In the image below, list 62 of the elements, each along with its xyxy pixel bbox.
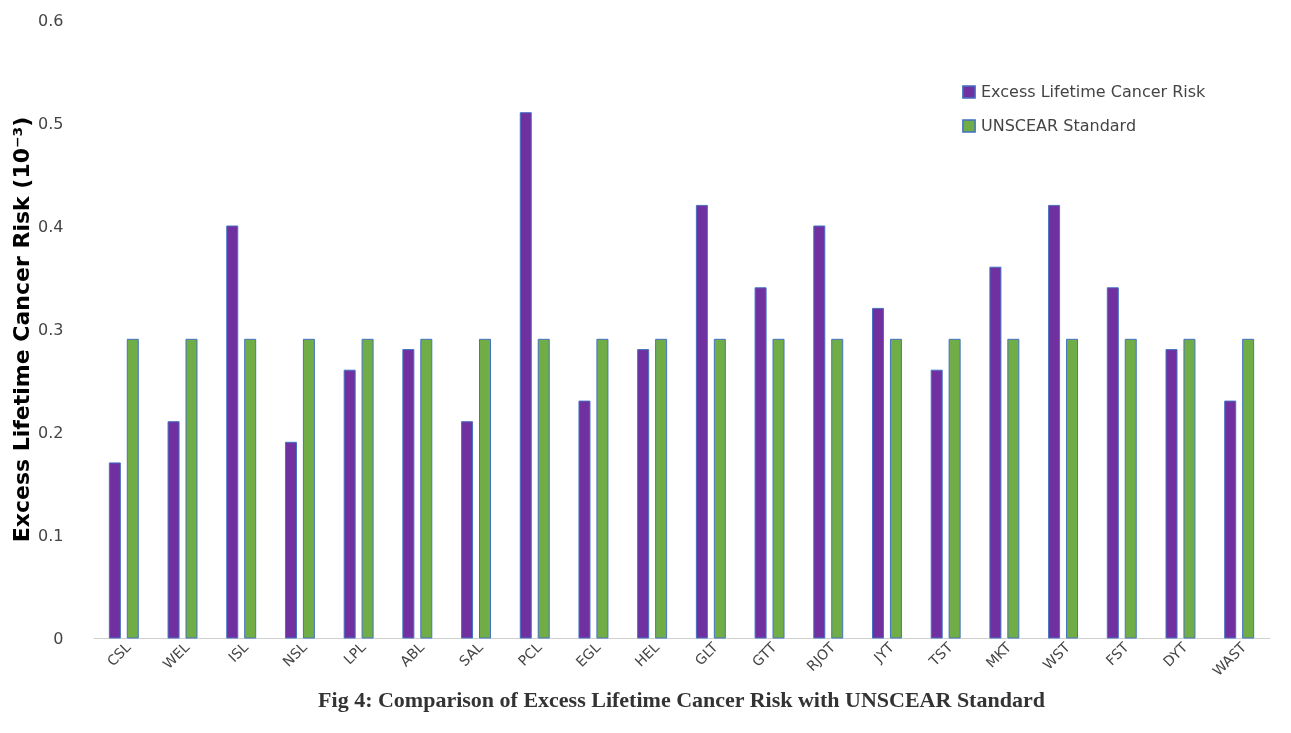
x-tick-label: TST <box>925 638 956 670</box>
bar <box>420 338 433 639</box>
bar <box>284 441 297 639</box>
bar <box>108 462 121 639</box>
bar <box>637 349 650 639</box>
bar <box>126 338 139 639</box>
bar <box>948 338 961 639</box>
y-tick-label: 0.2 <box>38 422 64 442</box>
bar <box>185 338 198 639</box>
y-tick-label: 0.4 <box>38 216 64 236</box>
bar <box>226 225 239 639</box>
bar <box>989 266 1002 639</box>
legend-label: UNSCEAR Standard <box>981 116 1137 135</box>
bar <box>361 338 374 639</box>
bar <box>1048 204 1061 639</box>
y-tick-label: 0.3 <box>38 319 64 339</box>
x-tick-label: PCL <box>514 638 545 669</box>
legend-label: Excess Lifetime Cancer Risk <box>981 82 1207 101</box>
y-tick-label: 0.5 <box>38 113 64 133</box>
bar <box>461 421 474 639</box>
x-tick-label: HEL <box>631 638 663 670</box>
bar <box>167 421 180 639</box>
bar <box>655 338 668 639</box>
bar <box>244 338 257 639</box>
bar <box>402 349 415 639</box>
bar <box>596 338 609 639</box>
x-tick-label: SAL <box>455 638 487 670</box>
y-tick-label: 0.6 <box>38 10 64 30</box>
x-tick-label: GLT <box>691 638 722 669</box>
bar <box>1242 338 1255 639</box>
x-tick-label: LPL <box>340 638 369 668</box>
x-tick-label: ABL <box>396 638 428 670</box>
bar <box>537 338 550 639</box>
x-tick-label: CSL <box>103 638 134 670</box>
x-tick-label: NSL <box>279 638 310 670</box>
bar <box>1165 349 1178 639</box>
bar <box>871 307 884 639</box>
bar <box>1183 338 1196 639</box>
bar <box>1066 338 1079 639</box>
bar <box>889 338 902 639</box>
bar <box>343 369 356 639</box>
bar <box>754 287 767 639</box>
bar <box>813 225 826 639</box>
bar <box>1224 400 1237 639</box>
y-tick-label: 0 <box>53 628 64 648</box>
x-tick-label: EGL <box>572 638 604 670</box>
bar <box>930 369 943 639</box>
text: Fig 4: Comparison of Excess Lifetime Cancer Risk with UNSCEAR Standard <box>318 687 1045 713</box>
y-tick-label: 0.1 <box>38 525 64 545</box>
y-axis-title: Excess Lifetime Cancer Risk (10⁻³) <box>9 116 35 543</box>
bar <box>578 400 591 639</box>
bar <box>1124 338 1137 639</box>
bar <box>519 112 532 639</box>
bar <box>1106 287 1119 639</box>
bar <box>772 338 785 639</box>
bar <box>302 338 315 639</box>
x-tick-label: ISL <box>225 638 252 666</box>
bar <box>831 338 844 639</box>
bar <box>479 338 492 639</box>
bar <box>695 204 708 639</box>
bar <box>1007 338 1020 639</box>
bar <box>713 338 726 639</box>
